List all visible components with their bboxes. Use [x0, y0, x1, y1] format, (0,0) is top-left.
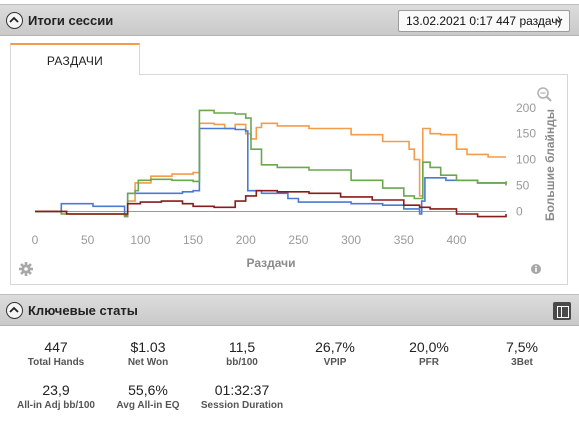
- stat-label: PFR: [419, 357, 439, 368]
- stat-avg-allin-eq: 55,6% Avg All-in EQ: [98, 382, 198, 411]
- stat-net-won: $1.03 Net Won: [98, 339, 198, 368]
- stat-vpip: 26,7% VPIP: [285, 339, 385, 368]
- gear-icon[interactable]: [19, 262, 33, 276]
- stat-label: Total Hands: [27, 357, 85, 368]
- session-summary-header: Итоги сессии 13.02.2021 0:17 447 раздач): [0, 4, 579, 36]
- key-stats-title: Ключевые статы: [28, 303, 138, 318]
- stat-value: 23,9: [42, 382, 70, 398]
- series-line-2: [35, 109, 507, 218]
- stat-session-duration: 01:32:37 Session Duration: [192, 382, 292, 411]
- y-tick-label: 150: [516, 127, 536, 141]
- stat-pfr: 20,0% PFR: [379, 339, 479, 368]
- plot-area: [35, 100, 506, 227]
- bb-chart: 0 50 100 150 200 250 300 350 400 0 50 100 150 200 Раз…: [19, 87, 557, 276]
- y-tick-label: 50: [516, 179, 530, 193]
- stat-label: Session Duration: [200, 400, 284, 411]
- x-tick-label: 150: [183, 233, 203, 247]
- stat-value: 11,5: [228, 339, 256, 355]
- stat-total-hands: 447 Total Hands: [6, 339, 106, 368]
- stat-value: 7,5%: [506, 339, 538, 355]
- x-tick-label: 50: [81, 233, 95, 247]
- tab-hands-label: РАЗДАЧИ: [46, 54, 104, 68]
- stat-value: 20,0%: [409, 339, 449, 355]
- x-tick-label: 0: [32, 233, 39, 247]
- stat-value: $1.03: [130, 339, 166, 355]
- stat-label: 3Bet: [511, 357, 533, 368]
- stat-value: 26,7%: [315, 339, 355, 355]
- y-tick-label: 200: [516, 101, 536, 115]
- chevron-up-icon[interactable]: [6, 302, 23, 319]
- y-tick-label: 100: [516, 153, 536, 167]
- key-stats-grid: 447 Total Hands $1.03 Net Won 11,5 bb/10…: [0, 326, 579, 430]
- x-tick-label: 250: [288, 233, 308, 247]
- x-tick-label: 100: [130, 233, 150, 247]
- stat-value: 55,6%: [128, 382, 168, 398]
- stat-label: Net Won: [127, 357, 169, 368]
- x-tick-label: 300: [341, 233, 361, 247]
- stat-3bet: 7,5% 3Bet: [472, 339, 572, 368]
- session-select[interactable]: 13.02.2021 0:17 447 раздач): [398, 10, 570, 32]
- y-axis-title: Большие блайнды: [543, 109, 557, 221]
- stat-bb100: 11,5 bb/100: [192, 339, 292, 368]
- x-axis-title: Раздачи: [247, 256, 296, 270]
- expand-panel-icon[interactable]: [553, 302, 571, 320]
- stat-label: Avg All-in EQ: [116, 400, 180, 411]
- key-stats-header: Ключевые статы: [0, 294, 579, 326]
- stat-value: 447: [44, 339, 68, 355]
- series-line-3: [35, 189, 507, 218]
- chart-container: 0 50 100 150 200 250 300 350 400 0 50 100 150 200 Раз…: [10, 75, 568, 285]
- info-icon[interactable]: [531, 264, 541, 274]
- series-line-0: [35, 122, 506, 217]
- stat-label: bb/100: [226, 357, 258, 368]
- stat-label: VPIP: [323, 357, 347, 368]
- zoom-icon[interactable]: [537, 87, 552, 102]
- stat-allin-adj: 23,9 All-in Adj bb/100: [6, 382, 106, 411]
- session-select-value: 13.02.2021 0:17 447 раздач): [406, 14, 562, 28]
- session-summary-title: Итоги сессии: [28, 13, 114, 28]
- x-tick-label: 400: [446, 233, 466, 247]
- x-tick-label: 350: [394, 233, 414, 247]
- stat-value: 01:32:37: [214, 382, 270, 398]
- x-tick-label: 200: [236, 233, 256, 247]
- y-tick-label: 0: [516, 204, 523, 218]
- chevron-down-icon: [555, 18, 563, 23]
- chevron-up-icon[interactable]: [6, 12, 23, 29]
- tab-strip: РАЗДАЧИ: [10, 43, 568, 76]
- stat-label: All-in Adj bb/100: [17, 400, 95, 411]
- tab-hands[interactable]: РАЗДАЧИ: [10, 43, 140, 76]
